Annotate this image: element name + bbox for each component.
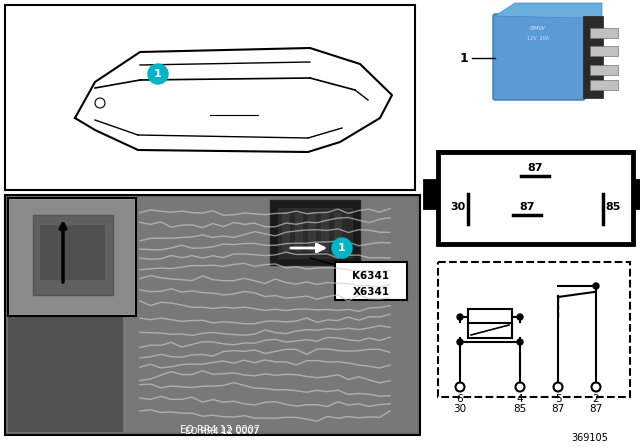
Bar <box>590 46 618 56</box>
Circle shape <box>517 339 523 345</box>
Bar <box>278 208 352 258</box>
Circle shape <box>332 238 352 258</box>
Bar <box>5 5 415 190</box>
FancyBboxPatch shape <box>493 14 585 100</box>
Bar <box>335 262 407 300</box>
Bar <box>590 65 618 75</box>
Text: BMW: BMW <box>530 26 546 30</box>
Bar <box>282 212 290 252</box>
Circle shape <box>517 314 523 320</box>
Text: 87: 87 <box>519 202 535 212</box>
Circle shape <box>591 383 600 392</box>
Bar <box>33 215 113 295</box>
Bar <box>438 262 630 397</box>
Text: 12V  20A: 12V 20A <box>527 35 549 40</box>
Text: 6: 6 <box>457 394 463 404</box>
Circle shape <box>457 339 463 345</box>
Text: 4: 4 <box>516 394 524 404</box>
Bar <box>123 198 417 432</box>
Text: 1: 1 <box>460 52 468 65</box>
Text: 87: 87 <box>589 404 603 414</box>
Bar <box>438 152 633 244</box>
Bar <box>308 212 316 252</box>
Circle shape <box>456 383 465 392</box>
Bar <box>468 322 512 338</box>
Circle shape <box>457 314 463 320</box>
Polygon shape <box>495 3 602 18</box>
Text: 1: 1 <box>338 243 346 253</box>
Bar <box>8 198 417 432</box>
Circle shape <box>554 383 563 392</box>
Text: 1: 1 <box>154 69 162 79</box>
Text: 85: 85 <box>605 202 621 212</box>
Text: EO RR4 12 0007: EO RR4 12 0007 <box>180 425 260 435</box>
Bar <box>10 200 134 314</box>
Circle shape <box>515 383 525 392</box>
Bar <box>321 212 329 252</box>
Bar <box>8 198 123 432</box>
Bar <box>295 212 303 252</box>
Text: K6341: K6341 <box>353 271 390 281</box>
Text: 87: 87 <box>527 163 543 173</box>
Bar <box>5 195 420 435</box>
Bar <box>270 200 360 265</box>
Bar <box>633 180 640 208</box>
Text: X6341: X6341 <box>353 287 390 297</box>
Text: 369105: 369105 <box>572 433 609 443</box>
Text: 87: 87 <box>552 404 564 414</box>
Text: 2: 2 <box>593 394 599 404</box>
Circle shape <box>593 283 599 289</box>
Bar <box>8 198 136 316</box>
Text: 30: 30 <box>453 404 467 414</box>
Text: EO RR4 12 0007: EO RR4 12 0007 <box>185 427 259 436</box>
Text: 5: 5 <box>555 394 561 404</box>
Bar <box>40 225 105 280</box>
Bar <box>468 309 512 323</box>
Bar <box>334 212 342 252</box>
Bar <box>590 80 618 90</box>
Circle shape <box>148 64 168 84</box>
Text: 85: 85 <box>513 404 527 414</box>
Bar <box>424 180 438 208</box>
Bar <box>583 16 603 98</box>
Bar <box>590 28 618 38</box>
Text: 30: 30 <box>451 202 466 212</box>
